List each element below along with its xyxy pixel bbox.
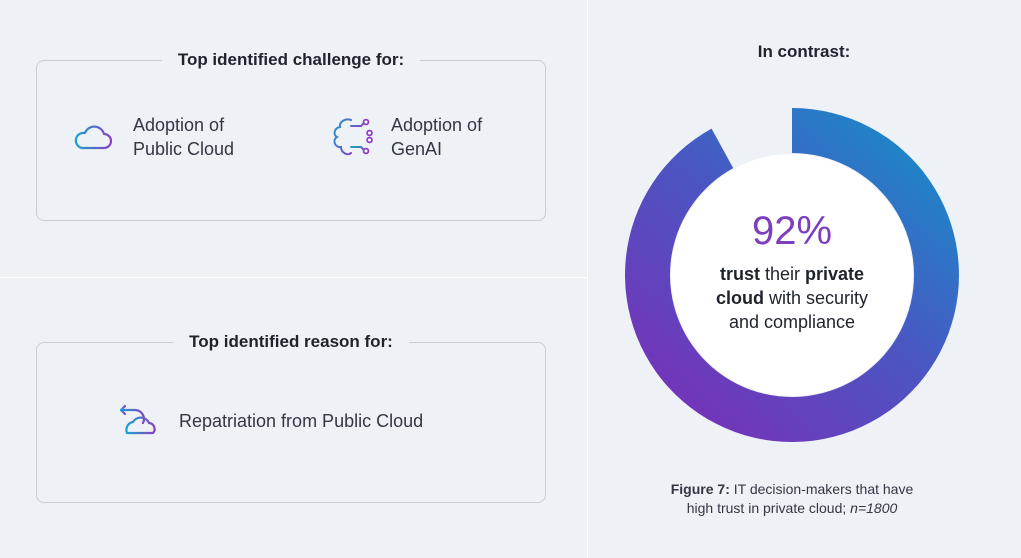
desc-text-security: with security	[763, 288, 869, 308]
genai-item: Adoption of GenAI	[327, 113, 482, 161]
horizontal-divider	[0, 277, 587, 278]
trust-description: trust their private cloud with security …	[692, 262, 892, 334]
repatriation-icon	[107, 403, 179, 439]
genai-line2: GenAI	[391, 139, 443, 159]
caption-text2: high trust in private cloud;	[686, 500, 851, 516]
desc-text-their: their	[759, 264, 805, 284]
public-cloud-item: Adoption of Public Cloud	[73, 113, 234, 161]
desc-bold-private: private	[805, 264, 865, 284]
contrast-title: In contrast:	[757, 42, 851, 61]
cloud-icon	[73, 124, 133, 150]
desc-bold-cloud: cloud	[715, 288, 764, 308]
donut-center	[671, 154, 913, 396]
challenge-title: Top identified challenge for:	[161, 50, 421, 70]
caption-sample-size: n=1800	[850, 500, 898, 516]
trust-donut-chart	[625, 108, 959, 443]
reason-card: Top identified reason for: Repatriation …	[36, 332, 546, 503]
desc-text-compliance: and compliance	[728, 312, 856, 332]
challenge-card: Top identified challenge for: Adoption o…	[36, 50, 546, 221]
reason-title: Top identified reason for:	[173, 332, 409, 352]
trust-percentage: 92%	[751, 209, 833, 253]
public-cloud-line2: Public Cloud	[133, 139, 235, 159]
ai-brain-icon	[327, 116, 391, 158]
donut-center-text: 92% trust their private cloud with secur…	[692, 208, 892, 334]
figure-caption: Figure 7: IT decision-makers that have h…	[622, 480, 962, 518]
caption-text1: IT decision-makers that have	[729, 481, 914, 497]
public-cloud-line1: Adoption of	[133, 115, 225, 135]
repatriation-item: Repatriation from Public Cloud	[107, 403, 423, 439]
desc-bold-trust: trust	[719, 264, 760, 284]
repatriation-label: Repatriation from Public Cloud	[179, 411, 424, 431]
vertical-divider	[587, 0, 588, 558]
genai-line1: Adoption of	[391, 115, 483, 135]
caption-label: Figure 7:	[670, 481, 730, 497]
